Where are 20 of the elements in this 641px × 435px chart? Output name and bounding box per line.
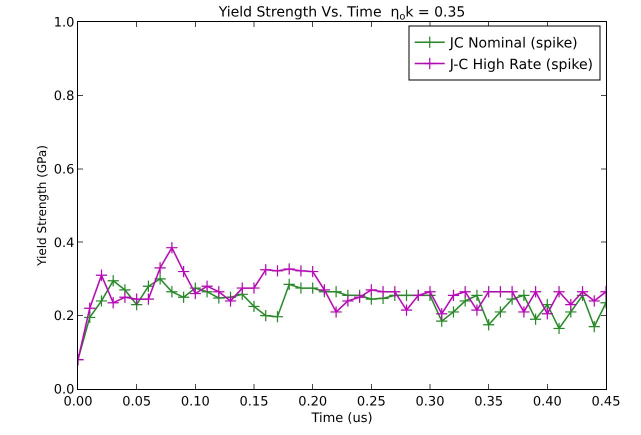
- x-tick-label: 0.05: [122, 394, 152, 410]
- x-tick-label: 0.45: [592, 394, 620, 410]
- x-tick-label: 0.00: [64, 394, 92, 410]
- x-tick-label: 0.35: [474, 394, 504, 410]
- x-tick-label: 0.30: [416, 394, 444, 410]
- x-tick-label: 0.40: [532, 394, 562, 410]
- y-tick-label: 1.0: [54, 16, 74, 31]
- chart-title: Yield Strength Vs. Time η$_{o}$k = 0.35: [218, 4, 466, 22]
- x-axis-title: Time (us): [310, 411, 373, 426]
- y-axis-title: Yield Strength (GPa): [35, 145, 50, 267]
- y-tick-label: 0.8: [54, 88, 74, 104]
- x-tick-label: 0.10: [180, 394, 210, 410]
- legend-label: JC Nominal (spike): [448, 36, 578, 52]
- y-tick-label: 0.2: [54, 309, 74, 324]
- legend-label: J-C High Rate (spike): [448, 56, 594, 73]
- x-tick-label: 0.25: [356, 394, 386, 410]
- x-tick-label: 0.15: [240, 394, 268, 410]
- y-tick-label: 0.4: [54, 236, 74, 251]
- y-tick-label: 0.6: [54, 162, 74, 178]
- x-tick-label: 0.20: [298, 394, 328, 410]
